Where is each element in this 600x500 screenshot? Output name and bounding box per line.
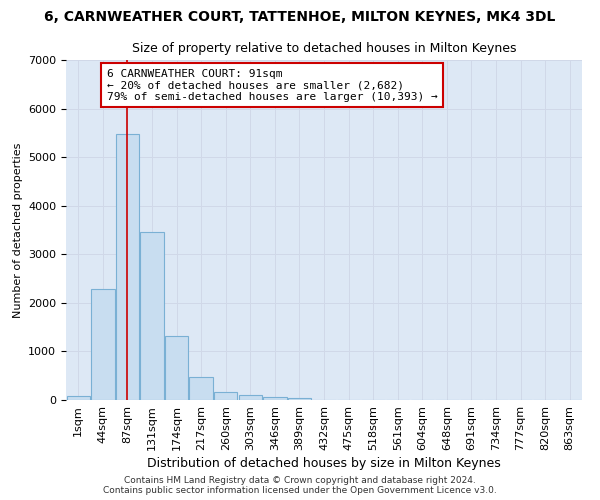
- X-axis label: Distribution of detached houses by size in Milton Keynes: Distribution of detached houses by size …: [147, 457, 501, 470]
- Bar: [239, 395, 262, 400]
- Title: Size of property relative to detached houses in Milton Keynes: Size of property relative to detached ho…: [132, 42, 516, 54]
- Bar: [288, 398, 311, 400]
- Bar: [190, 377, 213, 400]
- Bar: [116, 134, 139, 400]
- Bar: [263, 396, 287, 400]
- Text: 6 CARNWEATHER COURT: 91sqm
← 20% of detached houses are smaller (2,682)
79% of s: 6 CARNWEATHER COURT: 91sqm ← 20% of deta…: [107, 68, 437, 102]
- Bar: [67, 396, 90, 400]
- Text: 6, CARNWEATHER COURT, TATTENHOE, MILTON KEYNES, MK4 3DL: 6, CARNWEATHER COURT, TATTENHOE, MILTON …: [44, 10, 556, 24]
- Bar: [91, 290, 115, 400]
- Text: Contains HM Land Registry data © Crown copyright and database right 2024.
Contai: Contains HM Land Registry data © Crown c…: [103, 476, 497, 495]
- Y-axis label: Number of detached properties: Number of detached properties: [13, 142, 23, 318]
- Bar: [165, 336, 188, 400]
- Bar: [140, 232, 164, 400]
- Bar: [214, 392, 238, 400]
